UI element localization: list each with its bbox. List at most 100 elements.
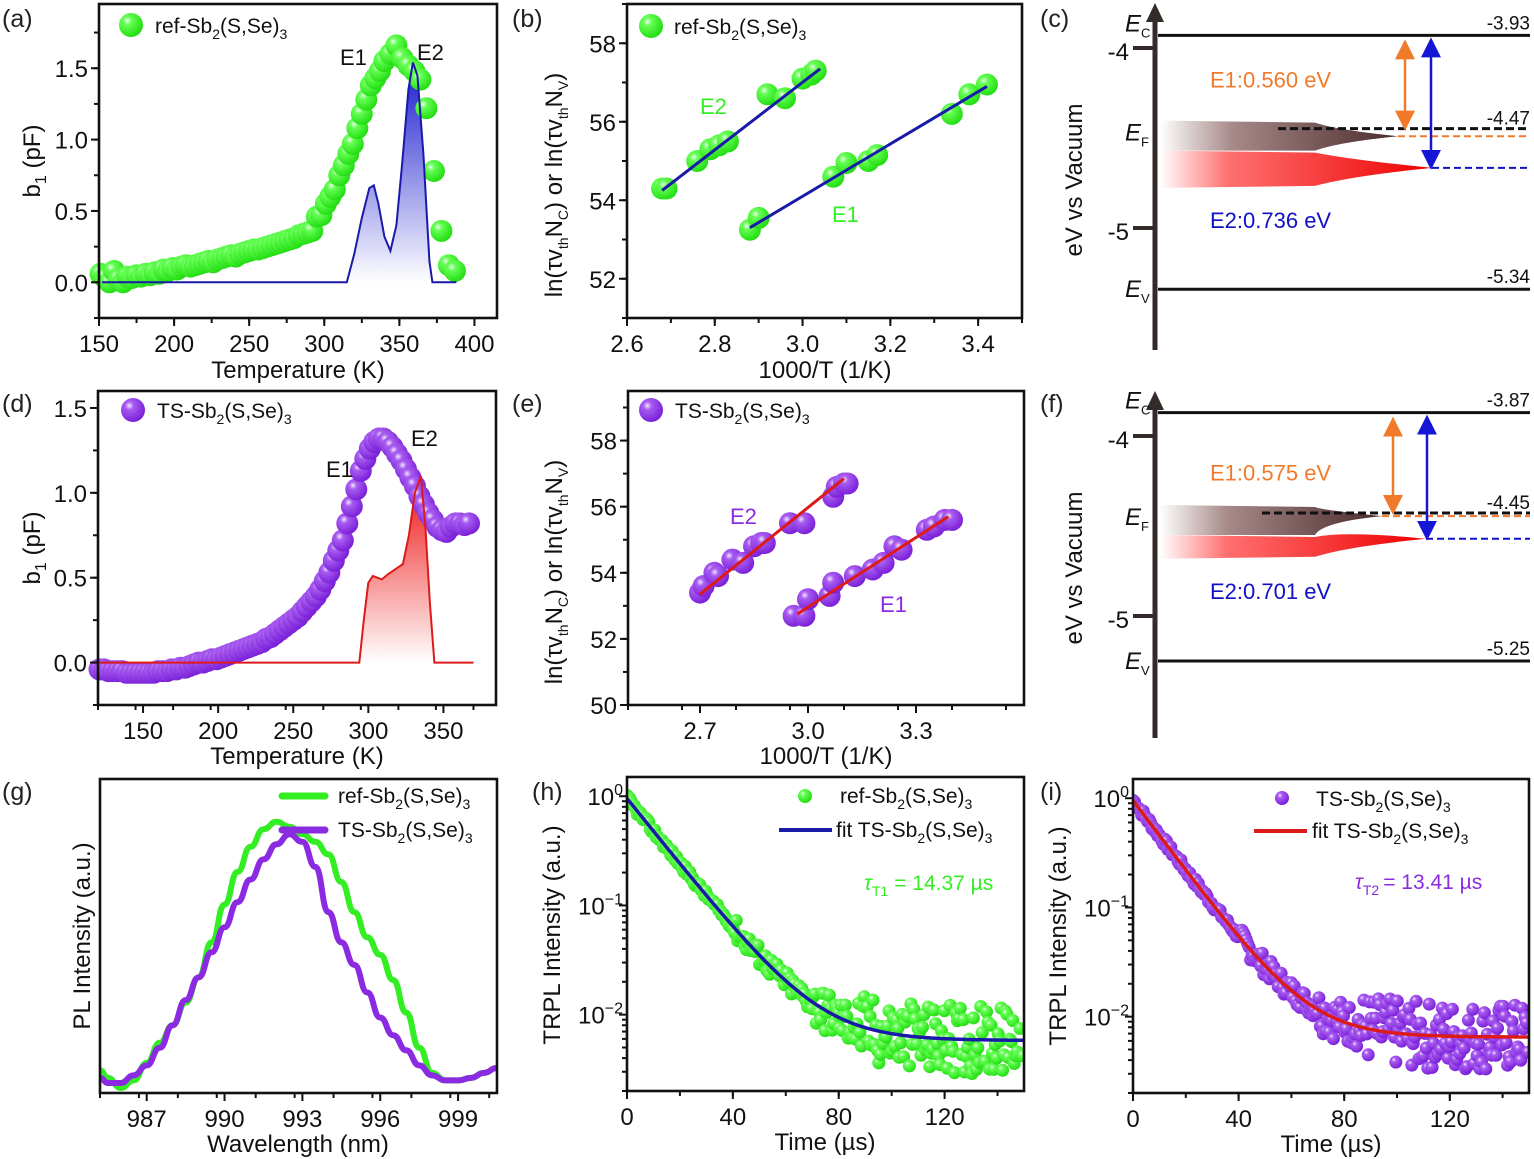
data-point bbox=[1389, 1055, 1403, 1069]
data-point bbox=[971, 1041, 985, 1055]
e2-energy-label: E2:0.736 eV bbox=[1210, 208, 1331, 233]
y-tick-label: 52 bbox=[589, 267, 616, 294]
x-tick-label: 200 bbox=[154, 331, 194, 358]
x-axis-label-h: Time (µs) bbox=[775, 1129, 876, 1156]
legend-label-ts-d: TS-Sb2(S,Se)3 bbox=[157, 400, 292, 427]
legend-label-fit-h: fit TS-Sb2(S,Se)3 bbox=[836, 819, 993, 846]
data-point bbox=[1472, 1037, 1486, 1051]
x-tick-label: 250 bbox=[229, 331, 269, 358]
annotation-e1-b: E1 bbox=[832, 202, 859, 227]
data-point bbox=[1521, 1045, 1529, 1059]
data-point bbox=[345, 478, 368, 501]
ef-label: EF bbox=[1125, 504, 1149, 534]
axis-frame-e bbox=[626, 389, 1026, 707]
data-point-e2 bbox=[732, 551, 755, 574]
plot-area-g bbox=[100, 818, 497, 1091]
data-point bbox=[894, 1036, 908, 1050]
y-tick-label: 1.0 bbox=[55, 128, 88, 155]
x-axis-label-i: Time (µs) bbox=[1281, 1131, 1382, 1158]
plot-area-i bbox=[1131, 793, 1529, 1076]
plot-area-a bbox=[89, 34, 466, 294]
x-tick-label: 3.0 bbox=[786, 331, 819, 358]
annotation-e2-b: E2 bbox=[700, 94, 727, 119]
panel-label-a: (a) bbox=[2, 5, 33, 33]
annotation-e2-e: E2 bbox=[730, 504, 757, 529]
x-tick-label: 3.0 bbox=[791, 718, 824, 745]
legend-marker-ref-a bbox=[119, 13, 143, 37]
y-tick-label: 52 bbox=[590, 627, 617, 654]
e2-energy-label: E2:0.701 eV bbox=[1210, 579, 1331, 604]
data-point bbox=[1013, 1022, 1024, 1035]
axis-frame-a bbox=[97, 2, 499, 320]
x-tick-label: 80 bbox=[825, 1104, 852, 1131]
data-point bbox=[956, 1013, 970, 1027]
data-point bbox=[1312, 991, 1326, 1005]
data-point-e1 bbox=[747, 206, 770, 229]
y-ticks-b: 52 54 56 58 bbox=[589, 3, 627, 319]
tau-annotation-i: τT2 = 13.41 µs bbox=[1355, 871, 1482, 898]
data-point-e2 bbox=[756, 83, 779, 106]
fit-line bbox=[102, 62, 457, 284]
x-axis-label-b: 1000/T (1/K) bbox=[759, 357, 892, 384]
trap-distribution-e2 bbox=[1160, 534, 1426, 559]
panel-label-g: (g) bbox=[2, 778, 33, 806]
data-point bbox=[822, 988, 836, 1002]
y-tick-label: 10−1 bbox=[578, 891, 623, 920]
x-axis-label-d: Temperature (K) bbox=[210, 743, 383, 770]
legend-marker-ts-i bbox=[1275, 791, 1289, 805]
y-tick-label: -5 bbox=[1108, 607, 1129, 634]
y-axis-label-b: ln(τvthNC) or ln(τvthNV) bbox=[541, 73, 571, 298]
x-tick-label: 300 bbox=[304, 331, 344, 358]
y-tick-label: 0.5 bbox=[54, 566, 87, 593]
annotation-e2-a: E2 bbox=[417, 40, 444, 65]
data-point bbox=[927, 1003, 941, 1017]
data-point bbox=[1255, 946, 1269, 960]
data-point bbox=[331, 529, 354, 552]
fit-line-e1 bbox=[749, 85, 988, 230]
axis-frame-h bbox=[625, 775, 1026, 1093]
data-point bbox=[1390, 994, 1404, 1008]
data-point bbox=[1461, 1013, 1475, 1027]
data-point bbox=[336, 512, 359, 535]
e1-energy-label: E1:0.560 eV bbox=[1210, 67, 1331, 92]
legend-label-ref-a: ref-Sb2(S,Se)3 bbox=[155, 15, 288, 42]
ec-label: EC bbox=[1125, 388, 1150, 418]
legend-marker-ref-h bbox=[798, 789, 812, 803]
fit-curve bbox=[625, 797, 1024, 1043]
y-ticks-d: 0.0 0.5 1.0 1.5 bbox=[54, 396, 98, 706]
data-point bbox=[953, 1001, 967, 1015]
data-point bbox=[1445, 1002, 1459, 1016]
data-point bbox=[1499, 1036, 1513, 1050]
x-ticks-g: 987 990 993 996 999 bbox=[99, 1093, 491, 1133]
data-point-e2 bbox=[707, 565, 729, 588]
axis-frame-g bbox=[98, 777, 499, 1095]
ev-label: EV bbox=[1125, 276, 1150, 306]
y-tick-label: 56 bbox=[589, 110, 616, 137]
x-axis-label-a: Temperature (K) bbox=[211, 357, 384, 384]
fit-line bbox=[98, 475, 474, 664]
fit-curve bbox=[1131, 799, 1529, 1039]
x-ticks-e: 2.7 3.0 3.3 bbox=[627, 705, 1007, 745]
data-point bbox=[422, 160, 445, 182]
x-tick-label: 40 bbox=[1225, 1106, 1252, 1133]
data-point-e2 bbox=[793, 512, 816, 535]
ev-level-value: -5.34 bbox=[1487, 267, 1531, 288]
data-point bbox=[1479, 1062, 1493, 1076]
x-tick-label: 2.6 bbox=[610, 331, 643, 358]
legend-label-ts-e: TS-Sb2(S,Se)3 bbox=[675, 400, 810, 427]
x-tick-label: 2.7 bbox=[683, 718, 716, 745]
y-tick-label: 0.5 bbox=[55, 199, 88, 226]
diagram-f: -4 -5 eV vs Vacuum -3.87 -4.45 -5.25 EC EF EV E1:… bbox=[1061, 388, 1530, 738]
y-tick-label: -4 bbox=[1108, 39, 1129, 66]
data-point bbox=[996, 1063, 1010, 1077]
x-tick-label: 350 bbox=[379, 331, 419, 358]
data-point bbox=[1504, 1055, 1517, 1069]
data-point bbox=[873, 1048, 887, 1061]
panel-e-arrhenius-ts: (e) 2.7 3.0 3.3 50 52 54 56 58 1000/T (1/K) ln… bbox=[512, 389, 1026, 770]
y-axis-label-h: TRPL Intensity (a.u.) bbox=[539, 825, 566, 1044]
x-tick-label: 3.4 bbox=[961, 331, 994, 358]
plot-area-e bbox=[689, 472, 963, 627]
y-ticks-e: 50 52 54 56 58 bbox=[590, 406, 628, 720]
data-point bbox=[980, 1005, 993, 1019]
